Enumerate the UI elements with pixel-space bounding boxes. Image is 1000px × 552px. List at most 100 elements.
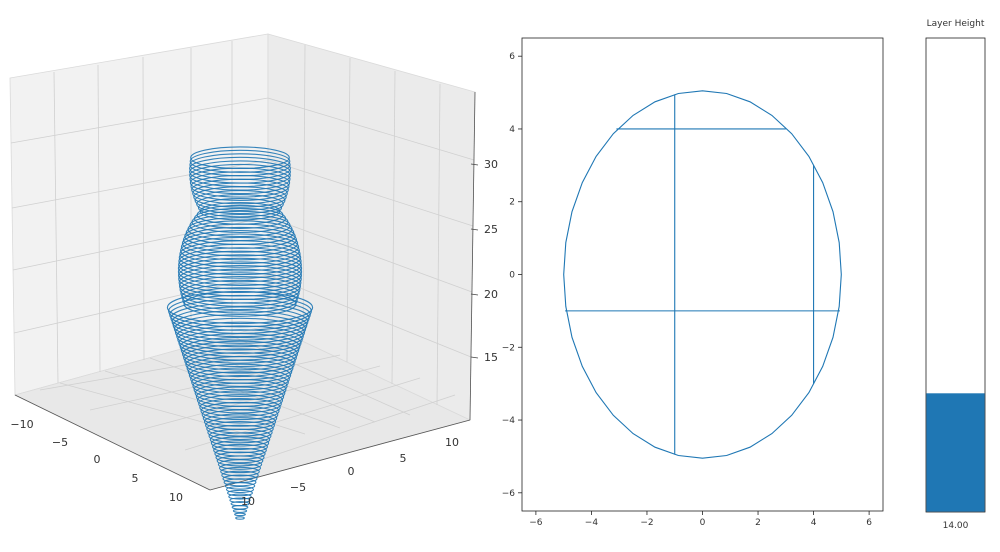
layer-ring (199, 201, 281, 221)
layer-ring (178, 268, 302, 297)
layer-ring (214, 447, 266, 460)
x-tick-label: 2 (755, 518, 761, 528)
layer-ring (181, 283, 299, 311)
layer-ring (212, 440, 268, 454)
y-tick-label: −6 (502, 489, 516, 499)
layer-ring (222, 474, 258, 484)
slice-axes-frame (521, 37, 884, 512)
layer-ring (190, 367, 290, 391)
layer-ring (178, 250, 302, 279)
layer-ring (177, 257, 303, 287)
slider-fill-bar[interactable] (926, 393, 985, 512)
gridline (267, 274, 472, 358)
y-tick-label: −2 (502, 343, 515, 353)
gridline (436, 83, 441, 406)
layer-ring (225, 485, 255, 494)
layer-ring (192, 375, 288, 397)
gridline (267, 97, 475, 161)
layer-ring (180, 336, 300, 364)
layer-ring (182, 287, 298, 314)
layer-ring (187, 217, 293, 242)
layer-ring (174, 317, 306, 348)
x-tick-label: 6 (866, 518, 872, 528)
layer-ring (215, 451, 265, 464)
panel-slice[interactable]: −6 −4 −2 0 2 4 6 −6 −4 −2 0 2 4 6 (502, 37, 884, 528)
layer-ring (180, 279, 300, 307)
layer-ring (181, 340, 299, 368)
layer-ring (183, 344, 297, 371)
layer-ring (193, 207, 287, 229)
z-tick-mark (470, 356, 479, 359)
y-tick-label: 2 (509, 198, 515, 208)
gridline (142, 56, 145, 361)
layer-ring (234, 512, 246, 517)
layer-ring (197, 198, 283, 218)
x-tick-label: 0 (700, 518, 706, 528)
3d-layer-rings (166, 146, 314, 520)
gridline (267, 216, 473, 293)
slice-outline (563, 90, 842, 459)
gridline (53, 71, 59, 384)
layer-ring (195, 386, 285, 407)
panel-3d[interactable]: 15 20 25 30 −10 −5 0 5 10 −5 0 5 10 10 (9, 33, 498, 520)
layer-ring (203, 413, 277, 431)
x-tick-label: −4 (585, 518, 599, 528)
layer-ring (185, 352, 295, 378)
layer-ring (182, 226, 298, 253)
x-tick-label: −6 (529, 518, 543, 528)
y-tick-label: 0 (348, 465, 355, 478)
layer-ring (179, 275, 301, 304)
slice-ticks: −6 −4 −2 0 2 4 6 −6 −4 −2 0 2 4 6 (502, 52, 873, 528)
layer-ring (189, 153, 291, 177)
x-tick-label: −5 (52, 436, 68, 449)
slider-value-label: 14.00 (943, 521, 969, 531)
gridline (59, 382, 269, 441)
layer-ring (235, 516, 245, 520)
layer-ring (198, 394, 282, 414)
x-tick-label: −2 (640, 518, 653, 528)
layer-ring (229, 497, 251, 503)
z-tick-label: 20 (484, 288, 498, 301)
layer-ring (200, 401, 280, 421)
z-tick-mark (470, 293, 479, 296)
layer-ring (189, 149, 291, 173)
layer-ring (210, 436, 270, 450)
layer-ring (177, 261, 303, 290)
layer-ring (213, 443, 267, 457)
slider-title: Layer Height (927, 19, 985, 29)
gridline (89, 354, 341, 411)
y-tick-label: 4 (509, 125, 515, 135)
layer-height-slider[interactable]: Layer Height 14.00 (925, 19, 986, 531)
layer-ring (185, 220, 295, 245)
layer-ring (188, 363, 292, 387)
x-tick-label: 10 (169, 491, 183, 504)
layer-ring (183, 291, 297, 317)
z-tick-label: 15 (484, 351, 498, 364)
y-tick-label: −5 (290, 481, 306, 494)
y-tick-label: 0 (509, 271, 515, 281)
x-tick-label: 5 (132, 472, 139, 485)
gridline (139, 365, 381, 431)
gridline (12, 216, 269, 271)
y-tick-label: 10 (445, 436, 459, 449)
layer-ring (218, 463, 262, 474)
gridline (97, 64, 101, 373)
z-tick-mark (470, 228, 479, 231)
layer-ring (232, 508, 248, 513)
layer-ring (189, 160, 291, 184)
z-axis-line (469, 91, 476, 421)
layer-ring (177, 254, 303, 283)
layer-ring (199, 398, 281, 417)
layer-ring (221, 470, 259, 480)
y-tick-label: 10 (241, 495, 255, 508)
gridline (346, 57, 351, 363)
layer-ring (191, 210, 289, 234)
z-tick-label: 30 (484, 158, 498, 171)
z-tick-mark (470, 163, 479, 166)
layer-ring (191, 371, 289, 394)
x-tick-label: −10 (10, 418, 33, 431)
layer-ring (189, 213, 291, 238)
y-tick-label: 6 (509, 52, 515, 62)
layer-ring (230, 501, 250, 507)
